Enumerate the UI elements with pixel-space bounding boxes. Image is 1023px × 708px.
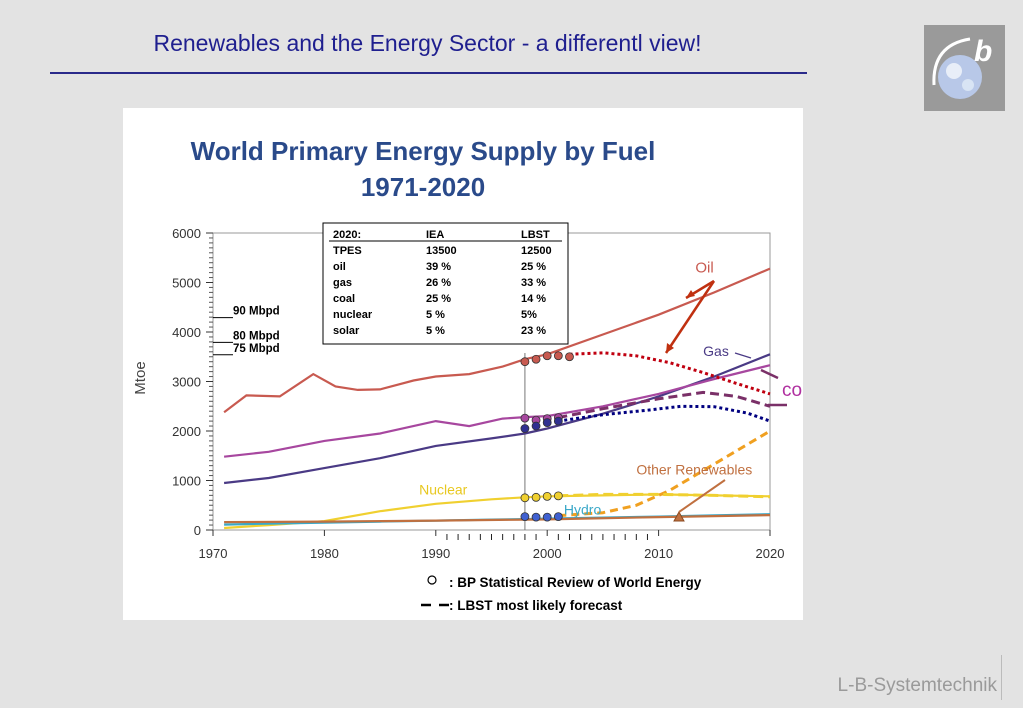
table-cell: 39 %	[426, 261, 451, 273]
bp-point-nuclear	[542, 491, 552, 501]
table-cell: 13500	[426, 245, 457, 257]
table-cell: 25 %	[521, 261, 546, 273]
inline-label-oil: Oil	[695, 260, 713, 277]
bp-point-oil	[542, 351, 552, 361]
table-header-cell: LBST	[521, 229, 550, 241]
x-tick-label: 1970	[199, 546, 228, 561]
coal-label: coal	[782, 380, 803, 401]
bp-point-hydro	[520, 512, 530, 522]
oil-rate-label: 80 Mbpd	[233, 330, 280, 342]
x-tick-label: 2020	[756, 546, 785, 561]
bp-point-oil	[553, 351, 563, 361]
bp-point-nuclear	[520, 493, 530, 503]
table-frame	[322, 222, 569, 345]
table-header-cell: 2020:	[333, 229, 361, 241]
title-divider	[50, 72, 807, 74]
gas-label-arrow	[734, 352, 752, 359]
y-tick-label: 5000	[172, 276, 201, 291]
other-renewables-marker	[673, 510, 685, 522]
bp-point-gas	[553, 416, 563, 426]
table-cell: 12500	[521, 245, 552, 257]
series-line-oil	[223, 267, 771, 414]
table-cell: nuclear	[333, 309, 373, 321]
series-line-coal	[223, 364, 771, 458]
bp-point-hydro	[531, 512, 541, 522]
y-tick-label: 1000	[172, 474, 201, 489]
y-tick-label: 6000	[172, 226, 201, 241]
other-renewables-pointer	[678, 479, 726, 513]
table-cell: 5%	[521, 309, 537, 321]
bp-point-oil	[520, 357, 530, 367]
table-cell: 5 %	[426, 309, 445, 321]
table-cell: 5 %	[426, 325, 445, 337]
chart-title: World Primary Energy Supply by Fuel	[191, 136, 656, 166]
oil-arrow-lower-head	[666, 343, 674, 353]
table-header-cell: IEA	[426, 229, 444, 241]
table-cell: solar	[333, 325, 360, 337]
energy-supply-chart: World Primary Energy Supply by Fuel 1971…	[132, 136, 817, 613]
comparison-table: 2020: IEA LBST TPES 13500 12500 oil 39 % 25 % gas…	[322, 222, 569, 345]
chart-panel: World Primary Energy Supply by Fuel 1971…	[123, 108, 817, 620]
footer-brand: L-B-Systemtechnik	[837, 675, 997, 696]
x-tick-label: 1980	[310, 546, 339, 561]
legend-circle-symbol	[427, 575, 437, 585]
bp-point-gas	[542, 418, 552, 427]
inline-label-hydro: Hydro	[564, 502, 602, 518]
forecast-line-nuclear	[558, 492, 771, 499]
table-cell: TPES	[333, 245, 362, 257]
table-cell: 33 %	[521, 277, 546, 289]
x-tick-label: 1990	[421, 546, 450, 561]
table-cell: 26 %	[426, 277, 451, 289]
inline-label-gas: Gas	[703, 343, 729, 359]
table-cell: oil	[333, 261, 346, 273]
table-cell: 23 %	[521, 325, 546, 337]
legend-bp-text: : BP Statistical Review of World Energy	[449, 575, 702, 590]
forecast-line-solar	[558, 429, 771, 518]
series-line-gas	[223, 353, 771, 485]
forecast-line-coal	[558, 390, 771, 420]
y-tick-label: 0	[194, 523, 201, 538]
bp-point-gas	[531, 421, 541, 431]
bp-point-oil	[565, 352, 574, 362]
svg-text:b: b	[974, 35, 992, 68]
oil-arrow-upper-head	[686, 290, 695, 298]
bp-point-hydro	[553, 512, 563, 522]
legend-forecast-text: : LBST most likely forecast	[449, 598, 623, 613]
bp-point-nuclear	[531, 492, 541, 502]
x-tick-label: 2010	[644, 546, 673, 561]
inline-label-nuclear: Nuclear	[419, 481, 468, 497]
x-tick-label: 2000	[533, 546, 562, 561]
y-tick-label: 3000	[172, 375, 201, 390]
lbst-logo: b	[924, 25, 1005, 111]
bp-point-gas	[520, 424, 530, 433]
y-tick-label: 2000	[172, 424, 201, 439]
oil-rate-label: 90 Mbpd	[233, 306, 280, 318]
bp-point-oil	[531, 354, 541, 364]
y-axis-label: Mtoe	[132, 361, 149, 394]
table-cell: 25 %	[426, 293, 451, 305]
bp-point-hydro	[542, 512, 552, 522]
y-tick-label: 4000	[172, 325, 201, 340]
oil-arrow-lower	[664, 280, 716, 354]
table-cell: 14 %	[521, 293, 546, 305]
coal-bracket-upper	[760, 368, 779, 380]
table-cell: gas	[333, 277, 352, 289]
table-cell: coal	[333, 293, 355, 305]
slide-title: Renewables and the Energy Sector - a dif…	[153, 30, 702, 56]
chart-legend: : BP Statistical Review of World Energy:…	[421, 575, 702, 613]
inline-label-other-renewables: Other Renewables	[636, 462, 752, 478]
oil-rate-label: 75 Mbpd	[233, 343, 280, 355]
footer-divider	[1001, 655, 1002, 700]
bp-point-coal	[520, 413, 530, 423]
bp-point-nuclear	[553, 491, 563, 501]
chart-subtitle: 1971-2020	[361, 172, 485, 202]
